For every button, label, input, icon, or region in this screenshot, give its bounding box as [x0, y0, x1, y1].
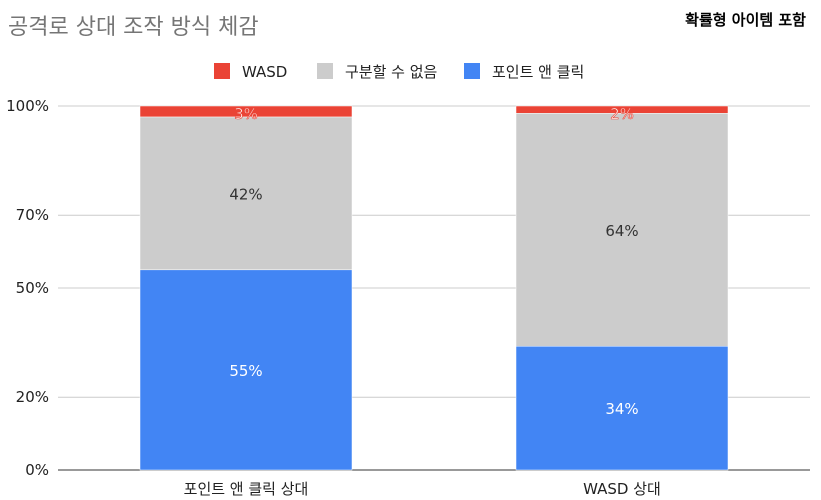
legend-swatch [464, 63, 480, 79]
y-tick-label: 0% [25, 461, 49, 479]
data-label: 34% [605, 400, 638, 418]
data-label: 2% [610, 105, 634, 123]
chart-subtitle: 확률형 아이템 포함 [685, 11, 806, 29]
legend-label: 포인트 앤 클릭 [492, 63, 584, 81]
y-tick-label: 20% [16, 388, 49, 406]
y-tick-label: 50% [16, 279, 49, 297]
bar-segment [139, 269, 353, 471]
y-tick-label: 100% [6, 97, 49, 115]
category-label: 포인트 앤 클릭 상대 [184, 480, 309, 498]
category-label: WASD 상대 [583, 480, 661, 498]
bar-segment [515, 113, 729, 347]
bars [139, 105, 729, 471]
data-label: 3% [234, 105, 258, 123]
legend: WASD 구분할 수 없음 포인트 앤 클릭 [214, 63, 584, 81]
data-label: 64% [605, 222, 638, 240]
bar-segment [139, 105, 353, 118]
data-label: 55% [229, 362, 262, 380]
bar-segment [515, 105, 729, 114]
chart-title: 공격로 상대 조작 방식 체감 [8, 15, 259, 40]
bar-segment [139, 116, 353, 271]
legend-swatch [317, 63, 333, 79]
y-tick-label: 70% [16, 206, 49, 224]
legend-label: WASD [242, 63, 287, 81]
axes: 포인트 앤 클릭 상대 WASD 상대 [184, 480, 661, 498]
bar-segment [515, 345, 729, 471]
legend-label: 구분할 수 없음 [345, 63, 437, 81]
data-label: 42% [229, 185, 262, 203]
data-labels: 55% 42% 3% 34% 64% 2% [229, 105, 638, 418]
legend-swatch [214, 63, 230, 79]
